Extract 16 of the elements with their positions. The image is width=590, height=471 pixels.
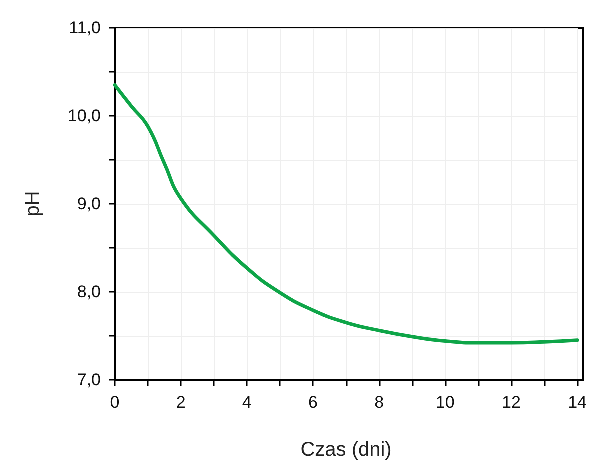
y-tick-label: 11,0 bbox=[69, 18, 101, 38]
x-tick-label: 2 bbox=[176, 393, 186, 412]
x-tick-label: 14 bbox=[568, 393, 588, 412]
y-tick-label: 8,0 bbox=[77, 282, 101, 302]
x-tick-label: 12 bbox=[502, 393, 521, 412]
x-axis-title: Czas (dni) bbox=[300, 439, 392, 461]
x-tick-label: 6 bbox=[308, 393, 318, 412]
x-tick-label: 10 bbox=[436, 393, 455, 412]
x-tick-label: 0 bbox=[110, 393, 120, 412]
y-tick-label: 10,0 bbox=[68, 106, 101, 126]
y-tick-label: 9,0 bbox=[77, 194, 101, 214]
y-axis-title: pH bbox=[22, 191, 44, 217]
x-tick-label: 8 bbox=[374, 393, 384, 412]
x-tick-label: 4 bbox=[242, 393, 252, 412]
y-tick-label: 7,0 bbox=[77, 370, 101, 390]
line-series bbox=[113, 83, 580, 345]
